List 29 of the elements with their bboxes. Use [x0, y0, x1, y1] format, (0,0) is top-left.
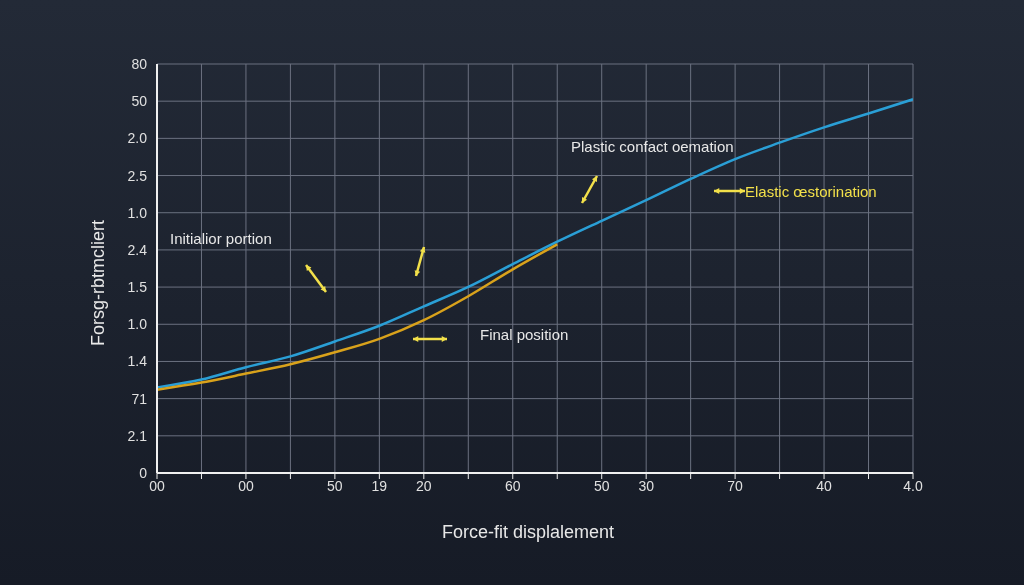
x-tick-label: 4.0	[903, 477, 923, 494]
x-tick-label: 19	[371, 477, 388, 494]
x-tick-label: 20	[416, 477, 432, 494]
text: 50	[131, 92, 147, 111]
x-tick-label: 00	[149, 477, 165, 494]
text: 0	[139, 464, 147, 482]
text: 2.1	[127, 426, 147, 445]
text: 1.0	[127, 315, 147, 334]
x-tick-label: 30	[638, 477, 655, 494]
text: 71	[131, 389, 147, 408]
x-tick-label: 70	[727, 477, 744, 494]
text: 2.5	[127, 166, 147, 185]
annotation: Elastic œstorination	[745, 183, 877, 200]
annotation: Plastic confact oemation	[571, 138, 734, 155]
x-tick-label: 50	[327, 477, 343, 494]
x-tick-label: 50	[593, 477, 610, 494]
x-tick-label: 00	[238, 477, 254, 494]
y-axis-title: Forsg-rbtmcliert	[87, 219, 109, 347]
x-tick-label: 60	[504, 477, 521, 494]
text: 1.4	[127, 352, 147, 371]
x-axis-title: Force-fit displalement	[440, 522, 616, 543]
annotation: Final position	[480, 326, 569, 343]
annotation: Initialior portion	[170, 230, 272, 247]
text: 2.4	[127, 240, 147, 259]
text: 80	[131, 55, 147, 73]
x-tick-label: 40	[816, 477, 833, 494]
text: 2.0	[127, 129, 147, 148]
text: 1.5	[127, 278, 147, 297]
text: 1.0	[127, 203, 147, 222]
